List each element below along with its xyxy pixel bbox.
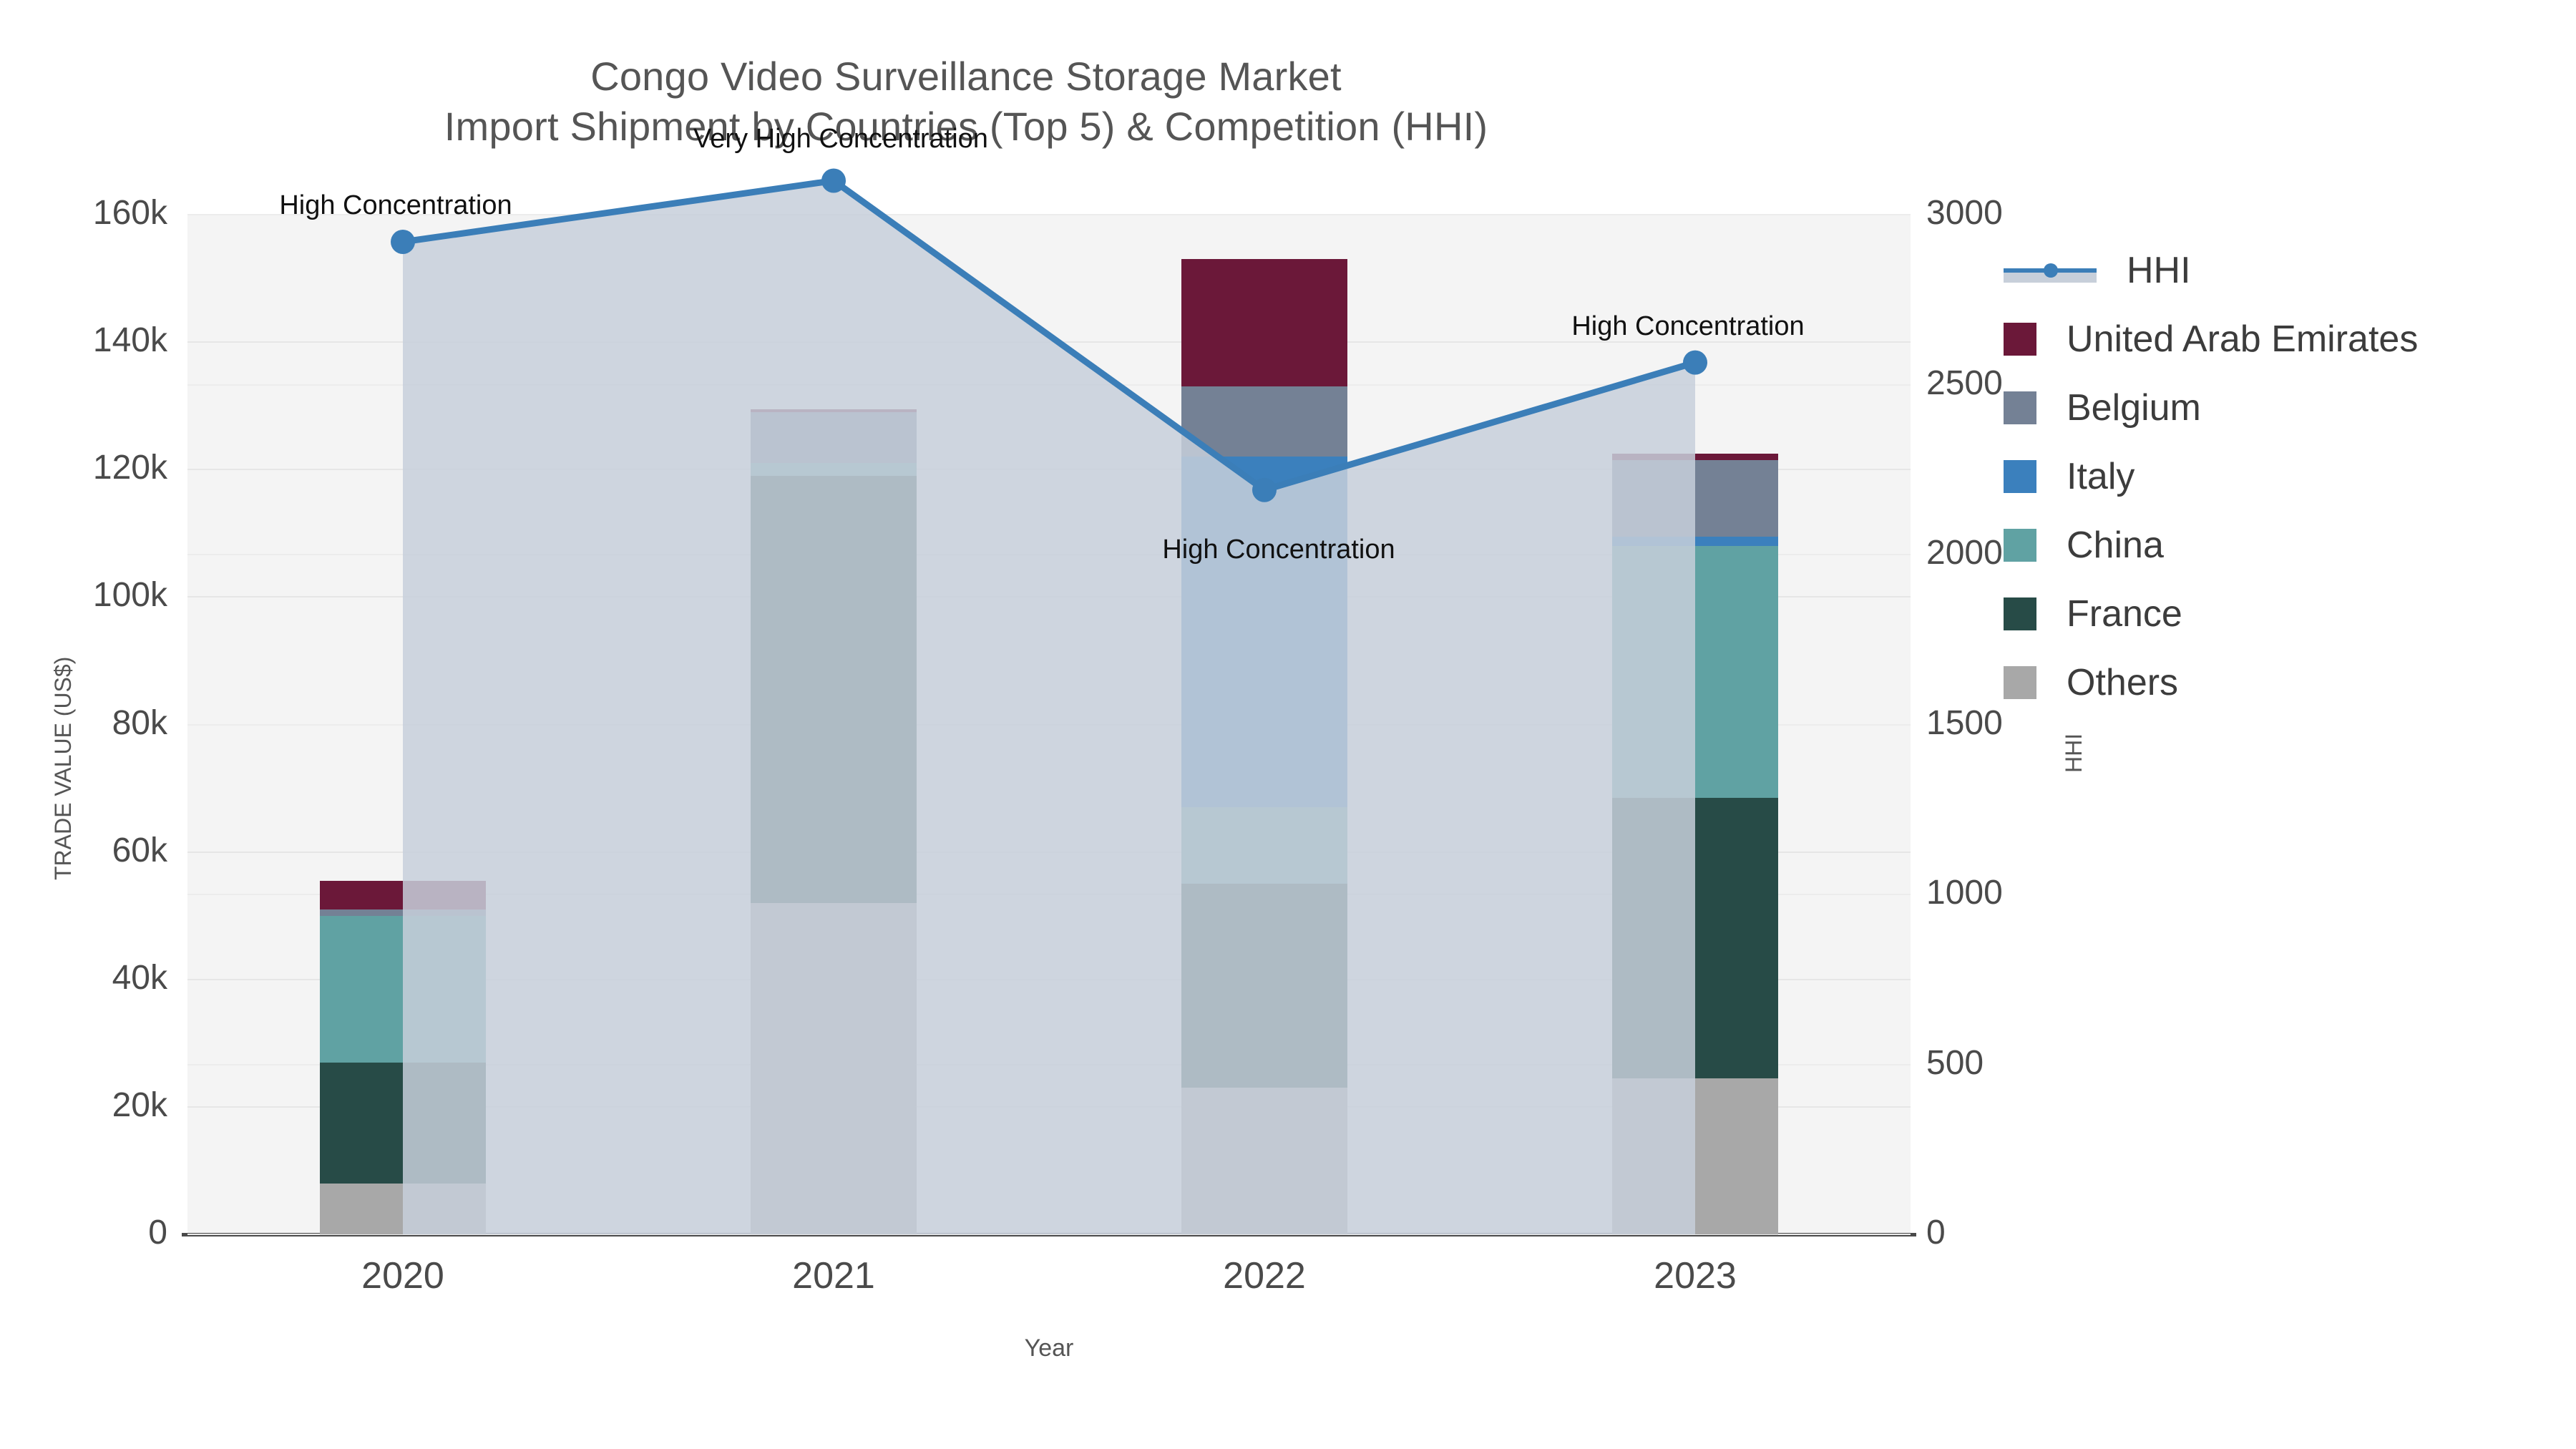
hhi-annotation: Very High Concentration	[693, 123, 988, 154]
legend-item-italy[interactable]: Italy	[2004, 442, 2418, 511]
hhi-data-point	[821, 168, 846, 193]
chart-legend: HHI United Arab Emirates Belgium Italy China…	[2004, 236, 2418, 717]
legend-color-swatch	[2004, 323, 2036, 356]
gridline-right	[187, 214, 1911, 215]
hhi-annotation: High Concentration	[1571, 311, 1805, 341]
y-axis-tick-label: 40k	[112, 958, 167, 997]
hhi-line-overlay	[391, 168, 1707, 502]
bar-segment-belgium	[1181, 386, 1347, 457]
y-axis-tick-label: 0	[148, 1214, 167, 1252]
hhi-data-point	[1252, 477, 1277, 502]
y2-axis-tick-label: 3000	[1926, 194, 2003, 232]
legend-color-swatch	[2004, 529, 2036, 562]
legend-item-label: Belgium	[2067, 387, 2201, 429]
hhi-line-series	[403, 180, 1695, 1234]
hhi-annotation: High Concentration	[279, 190, 512, 220]
chart-title-block: Congo Video Surveillance Storage Market …	[0, 52, 1932, 152]
hhi-line	[399, 177, 1699, 494]
chart-title: Congo Video Surveillance Storage Market	[590, 54, 1342, 99]
legend-item-label: United Arab Emirates	[2067, 318, 2419, 360]
y-axis-title: TRADE VALUE (US$)	[50, 656, 76, 880]
legend-item-france[interactable]: France	[2004, 580, 2418, 648]
legend-item-label: Italy	[2067, 456, 2135, 497]
y2-axis-title: HHI	[2061, 733, 2087, 773]
y2-axis-tick-label: 1000	[1926, 874, 2003, 912]
bar-segment-united-arab-emirates	[1181, 259, 1347, 387]
y-axis-tick-label: 140k	[92, 321, 167, 360]
x-axis-tick-label: 2023	[1654, 1255, 1737, 1297]
gridline-right	[187, 1234, 1911, 1235]
legend-item-label: China	[2067, 525, 2164, 566]
legend-item-hhi[interactable]: HHI	[2004, 236, 2418, 305]
legend-color-swatch	[2004, 597, 2036, 630]
y2-axis-tick-label: 0	[1926, 1214, 1946, 1252]
legend-dot-icon	[2044, 263, 2058, 278]
legend-line-marker-icon	[2004, 254, 2097, 287]
x-axis-title: Year	[1024, 1335, 1074, 1362]
legend-item-label: France	[2067, 593, 2182, 635]
y-axis-tick-label: 100k	[92, 576, 167, 615]
legend-item-label: HHI	[2127, 250, 2191, 291]
x-axis-tick-label: 2022	[1223, 1255, 1306, 1297]
legend-color-swatch	[2004, 666, 2036, 699]
chart-subtitle: Import Shipment by Countries (Top 5) & C…	[444, 104, 1488, 149]
x-axis-tick-label: 2021	[792, 1255, 875, 1297]
legend-item-united-arab-emirates[interactable]: United Arab Emirates	[2004, 305, 2418, 374]
legend-item-others[interactable]: Others	[2004, 648, 2418, 717]
y2-axis-tick-label: 2500	[1926, 364, 2003, 402]
hhi-annotation: High Concentration	[1162, 534, 1395, 565]
legend-color-swatch	[2004, 391, 2036, 424]
hhi-data-point	[391, 230, 415, 254]
y-axis-tick-label: 120k	[92, 449, 167, 487]
x-axis-tick-label: 2020	[361, 1255, 444, 1297]
legend-item-label: Others	[2067, 662, 2179, 703]
hhi-data-point	[1683, 350, 1707, 375]
y2-axis-tick-label: 2000	[1926, 534, 2003, 572]
y-axis-tick-label: 20k	[112, 1085, 167, 1124]
y-axis-tick-label: 160k	[92, 194, 167, 232]
y-axis-tick-label: 60k	[112, 831, 167, 869]
legend-color-swatch	[2004, 460, 2036, 493]
legend-item-china[interactable]: China	[2004, 511, 2418, 580]
hhi-area-fill	[403, 180, 1695, 1234]
y-axis-tick-label: 80k	[112, 703, 167, 742]
y2-axis-tick-label: 500	[1926, 1043, 1984, 1082]
legend-item-belgium[interactable]: Belgium	[2004, 374, 2418, 442]
y2-axis-tick-label: 1500	[1926, 703, 2003, 742]
